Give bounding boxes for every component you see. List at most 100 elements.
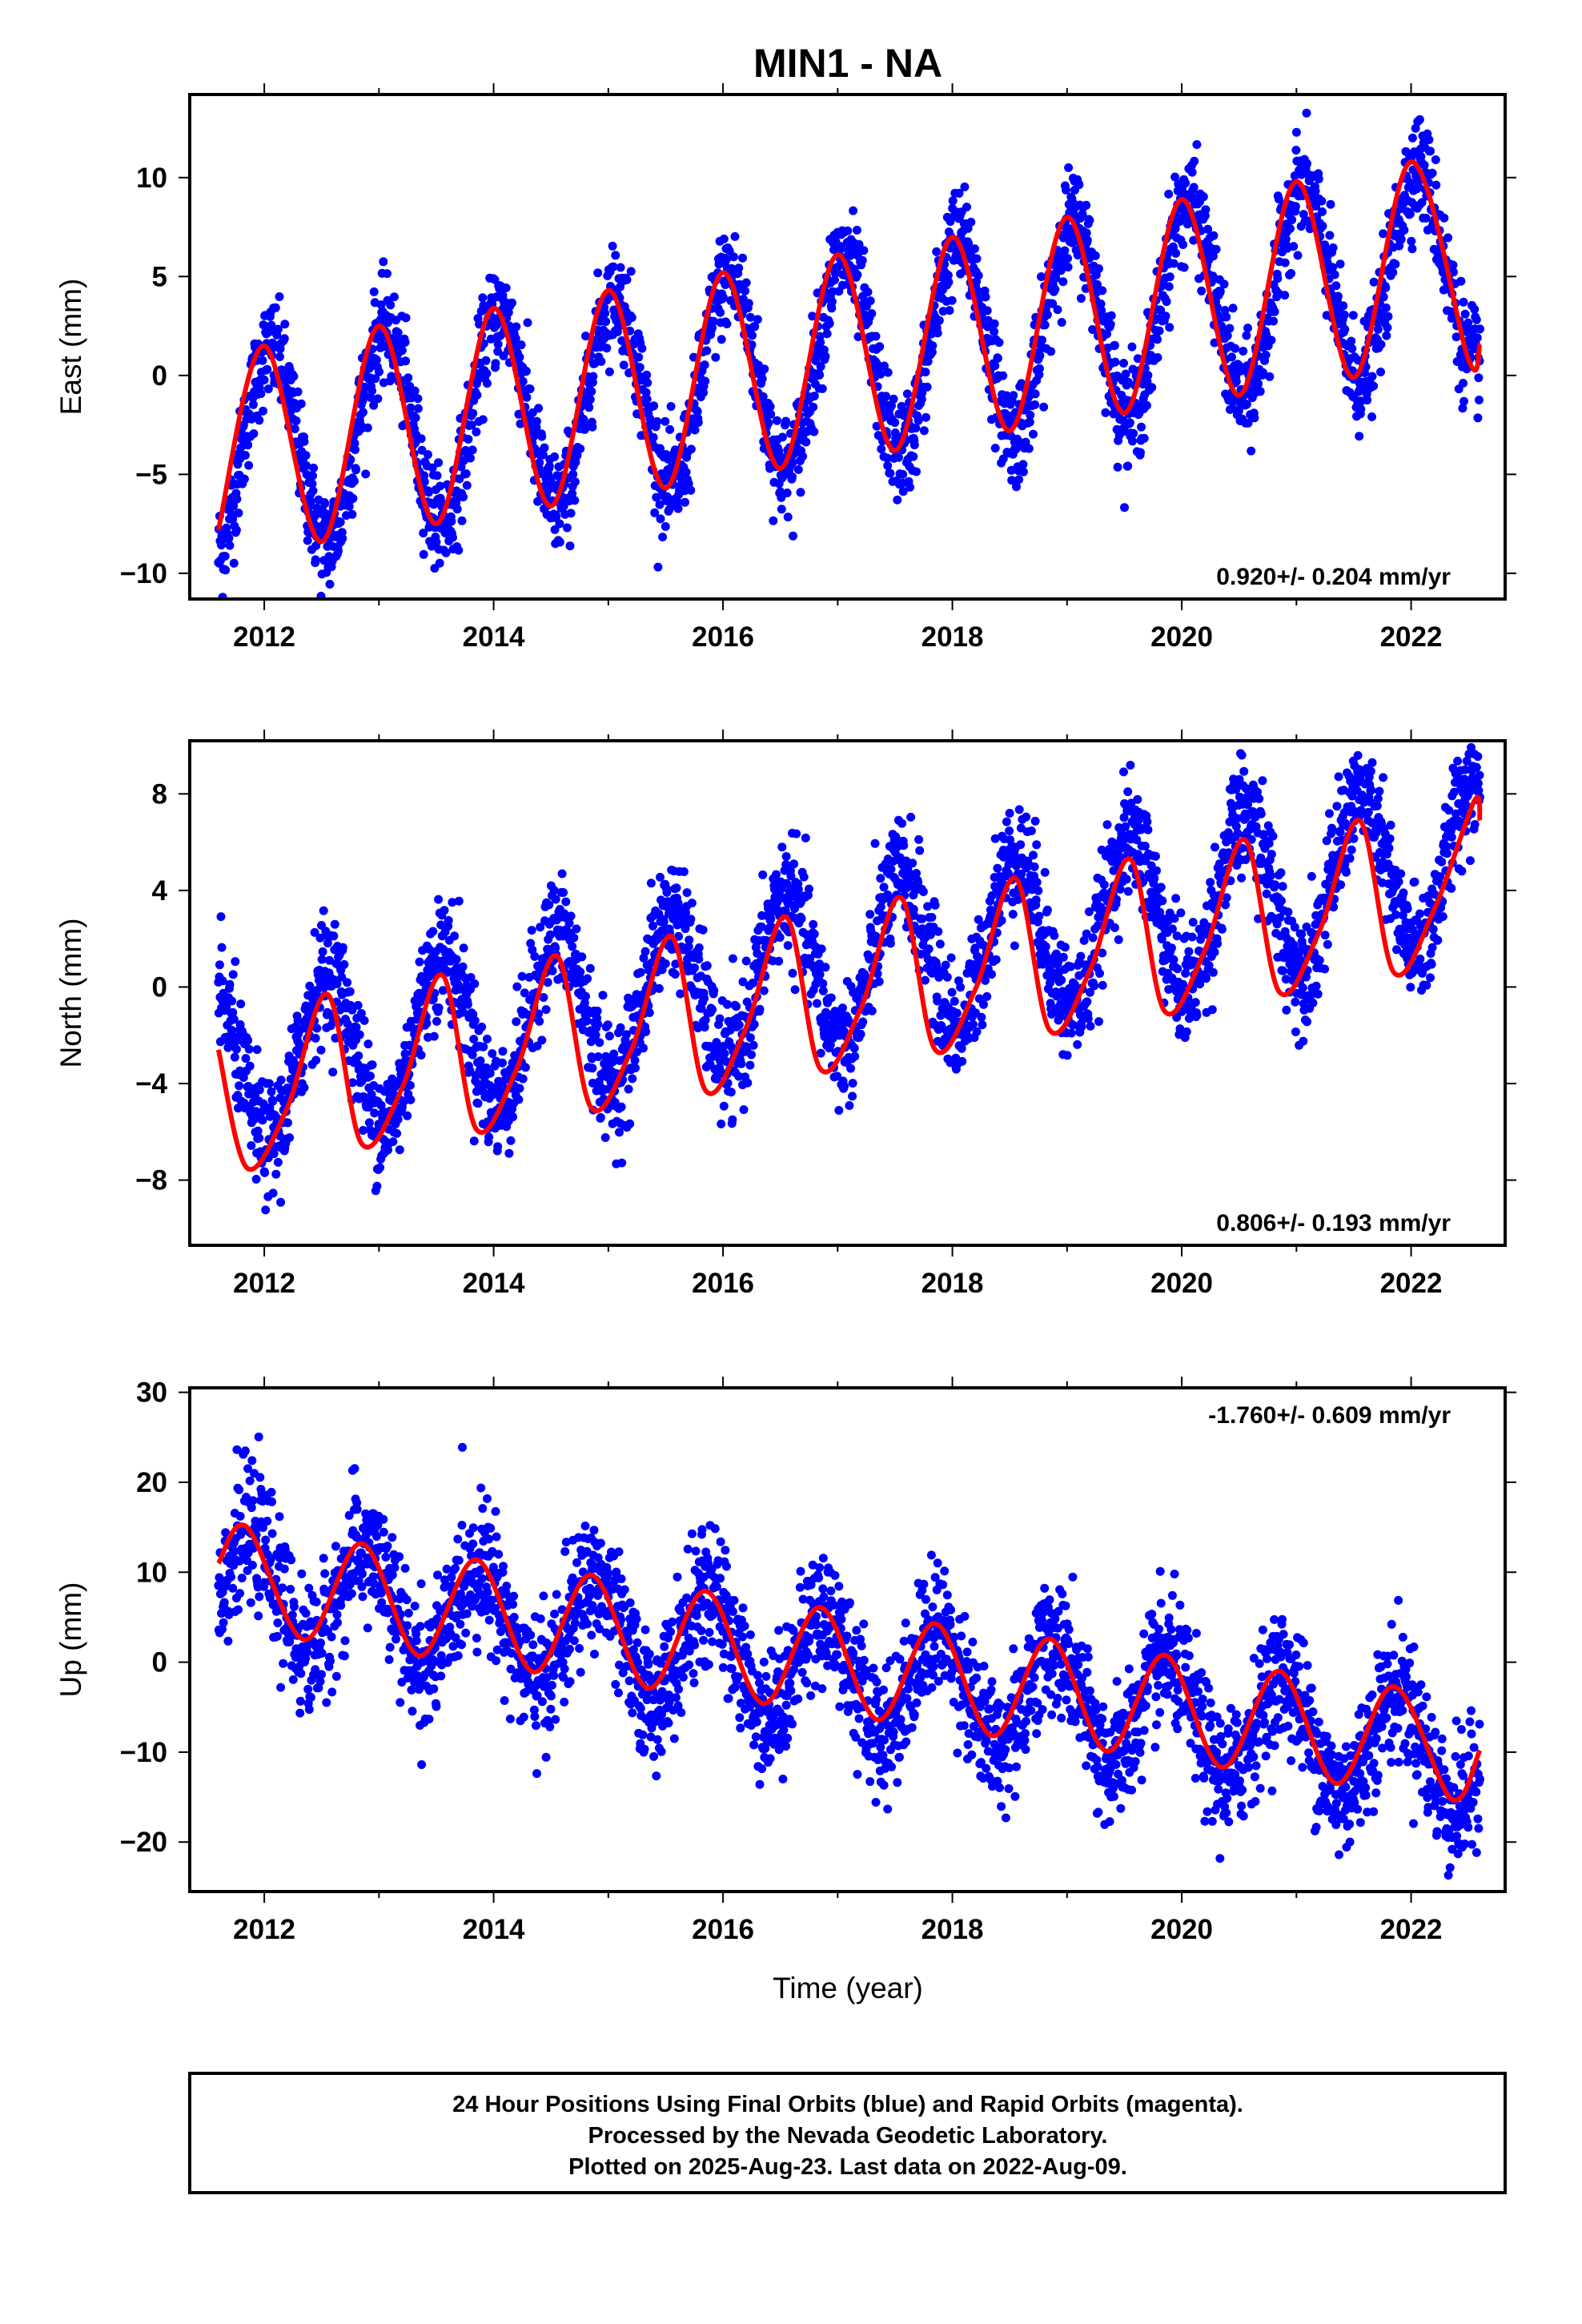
north-data-point <box>512 1017 521 1027</box>
east-data-point <box>722 255 731 264</box>
east-data-point <box>817 384 827 393</box>
east-data-point <box>516 340 526 350</box>
east-data-point <box>1348 311 1358 320</box>
north-data-point <box>987 970 996 979</box>
north-data-point <box>749 979 758 988</box>
east-data-point <box>627 313 636 322</box>
east-x-tick-label: 2022 <box>1380 621 1443 653</box>
north-data-point <box>370 1108 379 1118</box>
east-data-point <box>1280 291 1290 300</box>
east-data-point <box>1208 271 1218 281</box>
east-data-point <box>1269 316 1278 326</box>
east-data-point <box>1473 413 1483 423</box>
north-data-point <box>504 1148 514 1158</box>
east-data-point <box>1129 428 1138 438</box>
north-data-point <box>1014 805 1024 814</box>
north-data-point <box>319 974 328 983</box>
north-data-point <box>738 977 748 987</box>
east-data-point <box>686 444 696 454</box>
north-data-point <box>328 1068 338 1077</box>
east-data-point <box>898 469 908 479</box>
east-data-point <box>344 501 354 511</box>
north-data-point <box>909 905 918 914</box>
north-data-point <box>781 860 791 870</box>
east-data-point <box>1012 482 1021 492</box>
east-data-point <box>231 525 241 535</box>
east-data-point <box>411 413 420 423</box>
east-data-point <box>306 497 315 506</box>
north-data-point <box>1032 840 1042 850</box>
east-data-point <box>468 408 478 418</box>
north-data-point <box>958 1056 967 1066</box>
east-data-point <box>511 334 520 343</box>
east-data-point <box>535 458 544 468</box>
north-data-point <box>972 1027 982 1036</box>
east-data-point <box>608 262 618 271</box>
east-data-point <box>347 509 357 519</box>
north-data-point <box>834 1106 844 1115</box>
north-data-point <box>343 1019 352 1028</box>
east-data-point <box>1472 333 1482 343</box>
east-x-tick-label: 2020 <box>1150 621 1213 653</box>
north-data-point <box>229 1015 239 1024</box>
north-data-point <box>632 1047 642 1057</box>
east-data-point <box>366 393 375 402</box>
east-data-point <box>1092 279 1102 289</box>
east-data-point <box>259 375 269 384</box>
north-data-point <box>617 1158 627 1168</box>
east-data-point <box>515 352 524 362</box>
north-data-point <box>817 944 826 954</box>
east-data-point <box>1287 215 1297 224</box>
north-data-point <box>648 921 657 931</box>
north-data-point <box>353 1000 363 1010</box>
east-data-point <box>369 400 379 410</box>
east-data-point <box>729 252 738 262</box>
east-data-point <box>693 407 702 416</box>
north-data-point <box>876 874 885 883</box>
north-data-point <box>772 870 781 879</box>
north-data-point <box>372 1181 382 1191</box>
north-data-point <box>536 923 545 932</box>
north-data-point <box>625 1119 635 1128</box>
north-data-point <box>593 1052 603 1061</box>
east-data-point <box>348 493 358 503</box>
north-data-point <box>568 942 577 951</box>
east-data-point <box>1339 301 1348 311</box>
east-data-point <box>562 523 572 533</box>
north-data-point <box>885 939 895 948</box>
east-data-point <box>827 297 837 307</box>
north-data-point <box>517 971 527 981</box>
east-data-point <box>1192 140 1202 149</box>
north-data-point <box>434 895 444 904</box>
east-data-point <box>1018 460 1028 469</box>
east-data-point <box>401 313 411 323</box>
east-data-point <box>588 422 597 432</box>
north-data-point <box>874 977 884 987</box>
north-data-point <box>561 897 571 907</box>
north-data-point <box>845 1101 854 1110</box>
north-data-point <box>662 887 672 897</box>
north-data-point <box>849 1043 859 1053</box>
east-data-point <box>885 468 895 478</box>
east-data-point <box>512 322 521 332</box>
east-data-point <box>1460 309 1470 319</box>
north-data-point <box>484 1132 494 1142</box>
east-data-point <box>1381 303 1391 312</box>
east-data-point <box>954 188 964 198</box>
east-data-point <box>719 234 729 243</box>
north-data-point <box>672 883 681 893</box>
east-data-point <box>641 388 651 397</box>
east-data-point <box>1470 304 1480 314</box>
north-data-point <box>865 910 875 919</box>
east-data-point <box>1291 202 1300 211</box>
east-data-point <box>1228 304 1238 313</box>
north-data-point <box>950 996 959 1006</box>
east-data-point <box>788 472 797 481</box>
north-data-point <box>459 1007 468 1017</box>
north-data-point <box>312 1023 322 1033</box>
east-data-point <box>1243 324 1252 333</box>
east-data-point <box>296 399 306 408</box>
east-data-point <box>483 379 492 388</box>
east-data-point <box>972 254 982 263</box>
north-data-point <box>991 955 1001 964</box>
